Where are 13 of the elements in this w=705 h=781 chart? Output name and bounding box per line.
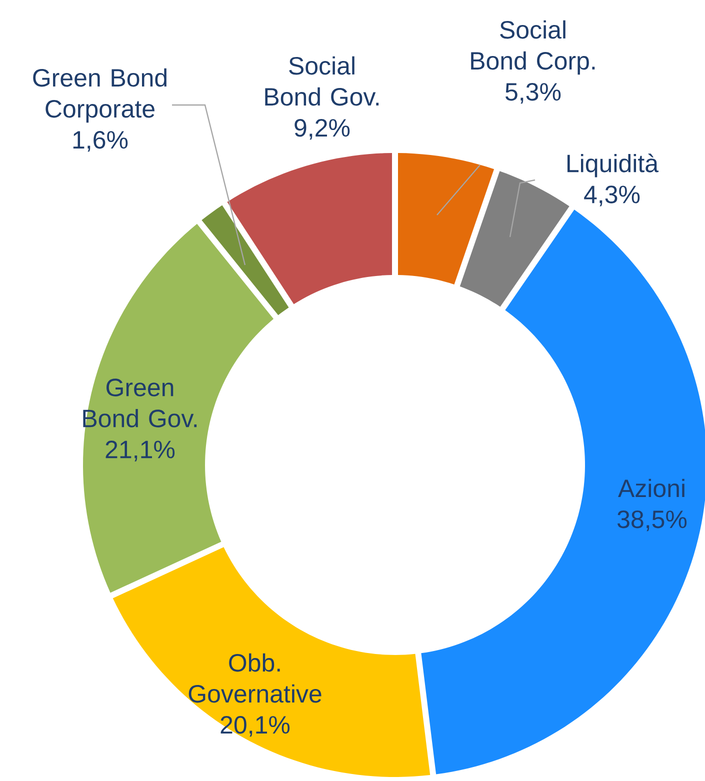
data-label: 20,1% <box>220 716 290 737</box>
data-label: 38,5% <box>618 510 687 532</box>
data-label: 9,2% <box>294 118 350 140</box>
slice-label: Obb. Governative <box>188 653 322 703</box>
slice-label: Green Bond Corporate <box>33 68 166 123</box>
slice-label: Social Bond Corp. <box>471 20 595 75</box>
data-label: 5,3% <box>506 82 561 104</box>
data-label: 21,1% <box>106 440 175 462</box>
data-label: 1,6% <box>73 130 128 152</box>
data-label: 4,3% <box>584 186 640 206</box>
slice-label: Liquidità <box>567 154 659 178</box>
slice-label: Social Bond Gov. <box>265 56 379 106</box>
slice-label: Azioni <box>618 478 684 498</box>
